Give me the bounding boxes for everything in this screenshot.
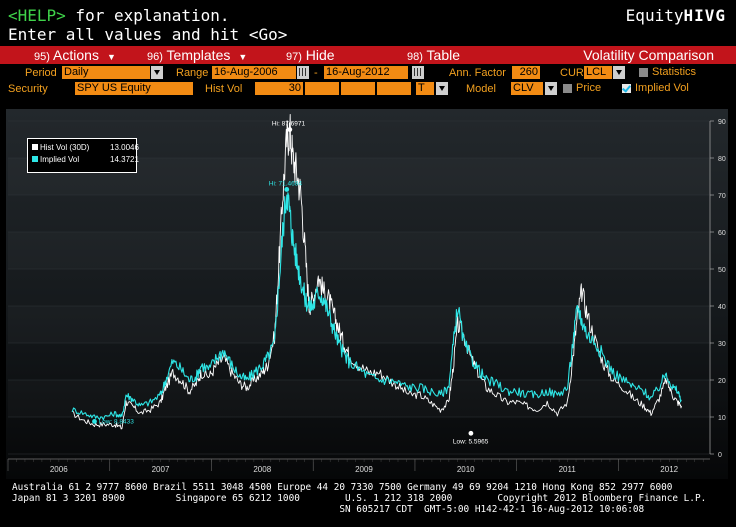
chart-band bbox=[8, 306, 710, 343]
x-tick-label: 2008 bbox=[253, 465, 271, 474]
currency-dropdown-icon[interactable] bbox=[613, 66, 625, 79]
x-tick-label: 2006 bbox=[50, 465, 68, 474]
calendar-icon[interactable] bbox=[412, 66, 424, 79]
legend-hist-vol-name: Hist Vol (30D) bbox=[40, 143, 90, 152]
histvol-extra-field[interactable] bbox=[341, 82, 375, 95]
instruction-text: Enter all values and hit <Go> bbox=[8, 25, 288, 44]
security-field[interactable]: SPY US Equity bbox=[75, 82, 193, 95]
x-tick-label: 2010 bbox=[457, 465, 475, 474]
y-tick-label: 70 bbox=[718, 193, 726, 200]
model-dropdown-icon[interactable] bbox=[545, 82, 557, 95]
statistics-label: Statistics bbox=[652, 66, 697, 78]
legend-swatch bbox=[32, 144, 38, 150]
ann-factor-label: Ann. Factor bbox=[449, 67, 506, 79]
x-tick-label: 2007 bbox=[152, 465, 170, 474]
help-text: for explanation. bbox=[65, 6, 230, 25]
y-tick-label: 80 bbox=[718, 156, 726, 163]
menu-number: 96) bbox=[147, 51, 163, 63]
statistics-checkbox[interactable] bbox=[639, 68, 648, 77]
series-line-implied-vol bbox=[71, 192, 682, 421]
chevron-down-icon: ▼ bbox=[238, 52, 248, 62]
menu-label: Hide bbox=[305, 47, 335, 63]
help-key[interactable]: <HELP> bbox=[8, 6, 66, 25]
ann-factor-field[interactable]: 260 bbox=[512, 66, 540, 79]
function-code: HIVG bbox=[683, 6, 726, 25]
histvol-window-field[interactable]: 30 bbox=[255, 82, 303, 95]
period-label: Period bbox=[25, 67, 57, 79]
table-button[interactable]: 98) Table bbox=[407, 46, 460, 64]
x-tick-label: 2012 bbox=[660, 465, 678, 474]
legend-hist-vol-value: 13.0046 bbox=[110, 143, 139, 152]
security-label: Security bbox=[8, 83, 48, 95]
actions-menu[interactable]: 95) Actions ▼ bbox=[34, 46, 116, 64]
legend-implied-vol: Implied Vol bbox=[32, 155, 79, 165]
range-separator: - bbox=[314, 67, 318, 79]
histvol-extra-field[interactable] bbox=[377, 82, 411, 95]
footer-line: Australia 61 2 9777 8600 Brazil 5511 304… bbox=[12, 482, 673, 493]
y-tick-label: 50 bbox=[718, 267, 726, 274]
x-tick-label: 2011 bbox=[559, 465, 577, 474]
y-tick-label: 60 bbox=[718, 230, 726, 237]
histvol-type-field[interactable]: T bbox=[416, 82, 434, 95]
chart-legend: Hist Vol (30D) 13.0046 Implied Vol 14.37… bbox=[27, 138, 139, 173]
histvol-extra-field[interactable] bbox=[305, 82, 339, 95]
legend-implied-vol-value: 14.3721 bbox=[110, 155, 139, 164]
function-title: EquityHIVG bbox=[626, 6, 726, 26]
help-hint: <HELP> for explanation. bbox=[8, 6, 230, 26]
footer-line: SN 605217 CDT GMT-5:00 H142-42-1 16-Aug-… bbox=[12, 504, 645, 515]
menu-label: Templates bbox=[166, 47, 231, 63]
histvol-label: Hist Vol bbox=[205, 83, 243, 95]
function-prefix: Equity bbox=[625, 6, 684, 25]
menu-label: Actions bbox=[53, 47, 99, 63]
y-tick-label: 30 bbox=[718, 341, 726, 348]
screen-title: Volatility Comparison bbox=[583, 47, 714, 63]
menu-label: Table bbox=[426, 47, 461, 63]
range-start-field[interactable]: 16-Aug-2006 bbox=[212, 66, 296, 79]
period-dropdown-icon[interactable] bbox=[151, 66, 163, 79]
menu-bar: 95) Actions ▼ 96) Templates ▼ 97) Hide 98)… bbox=[0, 46, 736, 64]
y-tick-label: 0 bbox=[718, 452, 722, 459]
calendar-icon[interactable] bbox=[297, 66, 309, 79]
y-tick-label: 10 bbox=[718, 415, 726, 422]
chart-band bbox=[8, 380, 710, 417]
price-label: Price bbox=[576, 82, 602, 94]
legend-hist-vol: Hist Vol (30D) bbox=[32, 143, 89, 153]
hist-high-marker bbox=[287, 127, 293, 132]
y-tick-label: 90 bbox=[718, 119, 726, 126]
hide-button[interactable]: 97) Hide bbox=[286, 46, 335, 64]
model-label: Model bbox=[466, 83, 496, 95]
currency-field[interactable]: LCL bbox=[584, 66, 612, 79]
period-field[interactable]: Daily bbox=[62, 66, 150, 79]
chart-band bbox=[8, 232, 710, 269]
currency-label: CUR bbox=[560, 67, 584, 79]
menu-number: 97) bbox=[286, 51, 302, 63]
hist-low-marker bbox=[468, 430, 474, 436]
histvol-type-dropdown-icon[interactable] bbox=[436, 82, 448, 95]
footer-line: Japan 81 3 3201 8900 Singapore 65 6212 1… bbox=[12, 493, 707, 504]
y-tick-label: 20 bbox=[718, 378, 726, 385]
implied-high-label: Hi: 71.4684 bbox=[269, 180, 303, 187]
legend-implied-vol-name: Implied Vol bbox=[40, 155, 80, 164]
x-tick-label: 2009 bbox=[355, 465, 373, 474]
implied-low-marker bbox=[92, 419, 97, 424]
implied-vol-label: Implied Vol bbox=[635, 82, 689, 94]
implied-high-marker bbox=[284, 187, 290, 192]
y-tick-label: 40 bbox=[718, 304, 726, 311]
templates-menu[interactable]: 96) Templates ▼ bbox=[147, 46, 247, 64]
hist-high-label: Hi: 87.6971 bbox=[272, 121, 306, 128]
range-label: Range bbox=[176, 67, 209, 79]
implied-vol-checkbox[interactable] bbox=[622, 84, 631, 93]
price-checkbox[interactable] bbox=[563, 84, 572, 93]
range-end-field[interactable]: 16-Aug-2012 bbox=[324, 66, 408, 79]
implied-low-label: Low: 8.8433 bbox=[98, 418, 134, 425]
footer-contacts: Australia 61 2 9777 8600 Brazil 5511 304… bbox=[12, 482, 706, 515]
legend-swatch bbox=[32, 156, 38, 162]
chevron-down-icon: ▼ bbox=[106, 52, 116, 62]
menu-number: 95) bbox=[34, 51, 50, 63]
model-field[interactable]: CLV bbox=[511, 82, 543, 95]
menu-number: 98) bbox=[407, 51, 423, 63]
hist-low-label: Low: 5.5965 bbox=[453, 438, 489, 445]
